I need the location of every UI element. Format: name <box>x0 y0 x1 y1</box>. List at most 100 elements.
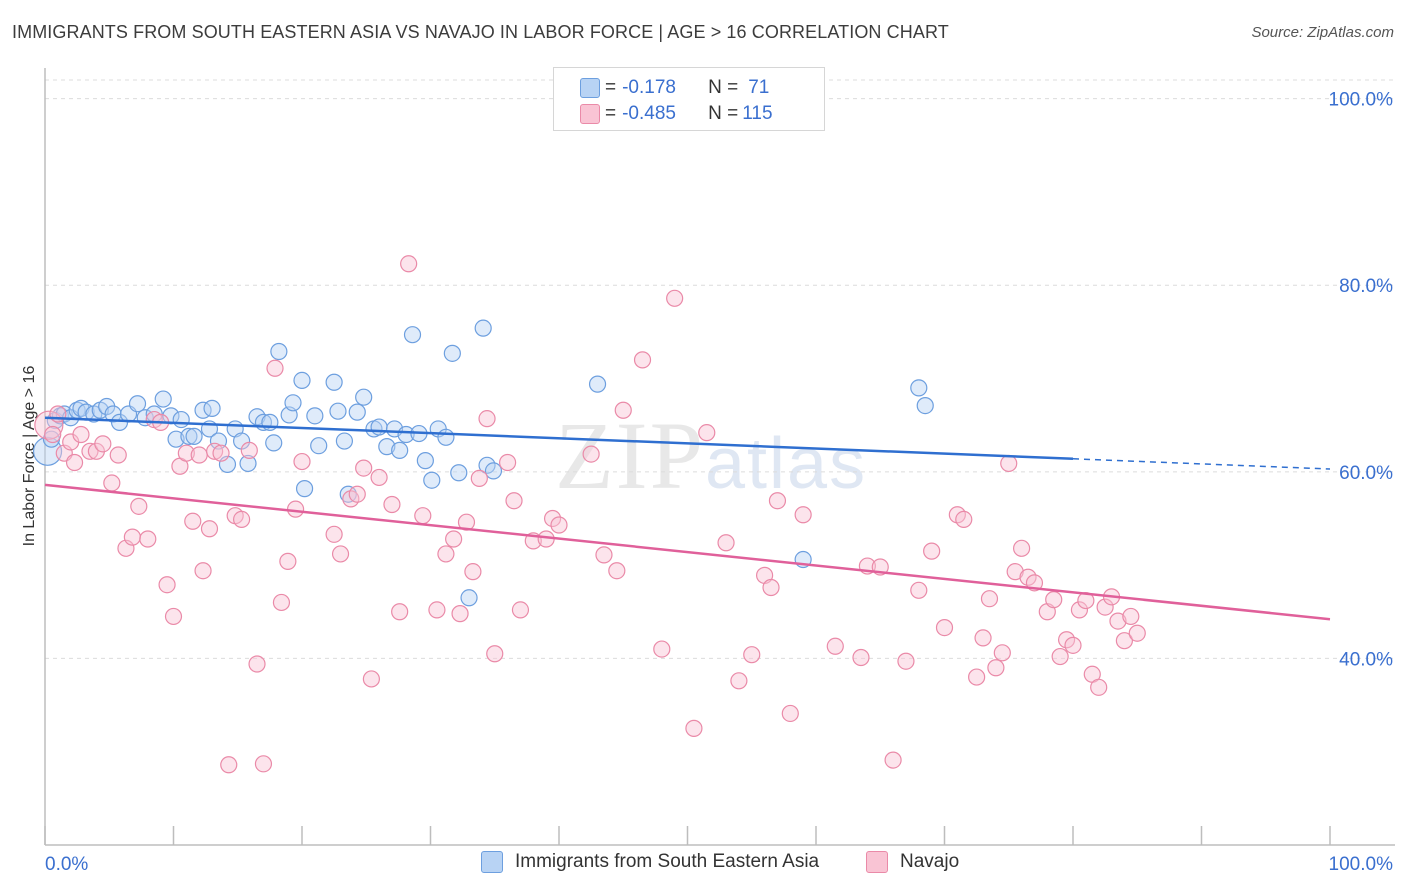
point-navajo <box>464 563 482 581</box>
legend-item-navajo: Navajo <box>866 851 959 873</box>
point-asia <box>484 462 503 480</box>
point-navajo <box>1128 624 1146 642</box>
point-asia <box>335 432 354 450</box>
point-asia <box>378 438 396 456</box>
r-value: -0.178 <box>622 77 676 98</box>
point-navajo <box>974 629 992 647</box>
point-asia <box>355 388 373 406</box>
point-navajo <box>248 655 266 673</box>
point-navajo <box>1045 591 1063 609</box>
point-navajo <box>826 637 844 655</box>
point-navajo <box>582 445 600 463</box>
n-value: 115 <box>742 103 773 124</box>
point-asia <box>284 394 302 412</box>
x-tick-label: 100.0% <box>1329 854 1394 875</box>
point-asia <box>167 430 185 448</box>
point-navajo <box>550 516 568 534</box>
point-navajo <box>653 640 671 658</box>
point-navajo <box>414 507 432 525</box>
trend-line-asia <box>44 416 1074 461</box>
point-navajo <box>266 359 284 377</box>
point-navajo <box>44 425 62 444</box>
point-asia <box>185 427 203 445</box>
point-navajo <box>968 668 986 686</box>
point-navajo <box>94 435 112 453</box>
point-navajo <box>852 648 870 667</box>
point-navajo <box>499 453 517 472</box>
point-navajo <box>993 644 1011 662</box>
legend-swatch-navajo <box>866 851 888 873</box>
point-asia <box>295 480 314 498</box>
point-navajo <box>325 525 343 543</box>
point-navajo <box>158 576 176 594</box>
legend-label-navajo: Navajo <box>900 851 960 872</box>
trend-line-asia-extension <box>1072 458 1331 470</box>
n-value: 71 <box>748 77 770 98</box>
point-navajo <box>362 670 380 688</box>
y-tick-label: 40.0% <box>1339 649 1393 670</box>
point-navajo <box>164 607 183 626</box>
legend-item-asia: Immigrants from South Eastern Asia <box>481 851 819 873</box>
chart-title: IMMIGRANTS FROM SOUTH EASTERN ASIA VS NA… <box>12 22 949 42</box>
point-navajo <box>130 497 148 515</box>
point-navajo <box>72 425 90 444</box>
point-navajo <box>123 528 141 546</box>
point-asia <box>416 452 434 470</box>
point-navajo <box>233 510 251 529</box>
y-tick-label: 100.0% <box>1329 90 1394 111</box>
point-asia <box>397 425 415 444</box>
point-navajo <box>391 603 409 621</box>
point-asia <box>588 375 607 393</box>
point-asia <box>403 326 422 344</box>
watermark-zip: ZIP <box>555 402 705 509</box>
point-asia <box>443 344 461 362</box>
legend-row-asia: R = -0.178 N = 71 <box>580 76 769 100</box>
point-asia <box>32 436 63 466</box>
point-navajo <box>717 534 735 552</box>
point-navajo <box>1051 647 1069 666</box>
legend-swatch-navajo <box>580 104 600 124</box>
point-asia <box>423 471 441 489</box>
y-tick-label: 60.0% <box>1339 463 1393 484</box>
point-navajo <box>730 672 748 690</box>
point-navajo <box>955 510 973 529</box>
y-tick-label: 80.0% <box>1339 276 1393 297</box>
point-navajo <box>470 469 488 487</box>
point-asia <box>310 437 328 455</box>
point-asia <box>910 379 928 397</box>
point-navajo <box>768 492 787 510</box>
point-navajo <box>184 512 202 530</box>
point-asia <box>128 395 147 413</box>
point-navajo <box>614 401 632 419</box>
point-navajo <box>370 468 388 487</box>
point-navajo <box>543 509 562 528</box>
point-asia <box>329 402 347 420</box>
point-asia <box>293 371 311 390</box>
watermark: ZIPatlas <box>555 400 867 511</box>
point-navajo <box>608 562 626 580</box>
point-asia <box>437 428 455 446</box>
point-asia <box>348 403 366 421</box>
point-navajo <box>910 581 928 599</box>
legend-swatch-asia <box>580 78 600 98</box>
point-navajo <box>437 545 455 563</box>
point-navajo <box>781 704 799 723</box>
point-navajo <box>987 659 1005 677</box>
point-navajo <box>286 500 305 518</box>
point-navajo <box>240 441 258 459</box>
point-navajo <box>220 756 238 774</box>
point-navajo <box>200 520 219 538</box>
point-navajo <box>194 562 212 580</box>
point-asia <box>203 399 221 417</box>
point-asia <box>265 434 283 452</box>
point-navajo <box>445 530 463 548</box>
point-navajo <box>428 601 446 619</box>
x-tick-label: 0.0% <box>45 854 88 875</box>
r-value: -0.485 <box>622 103 676 124</box>
point-navajo <box>177 444 195 462</box>
point-navajo <box>486 645 504 663</box>
point-asia <box>306 407 324 425</box>
n-label: N = <box>708 77 739 98</box>
point-navajo <box>65 453 84 472</box>
